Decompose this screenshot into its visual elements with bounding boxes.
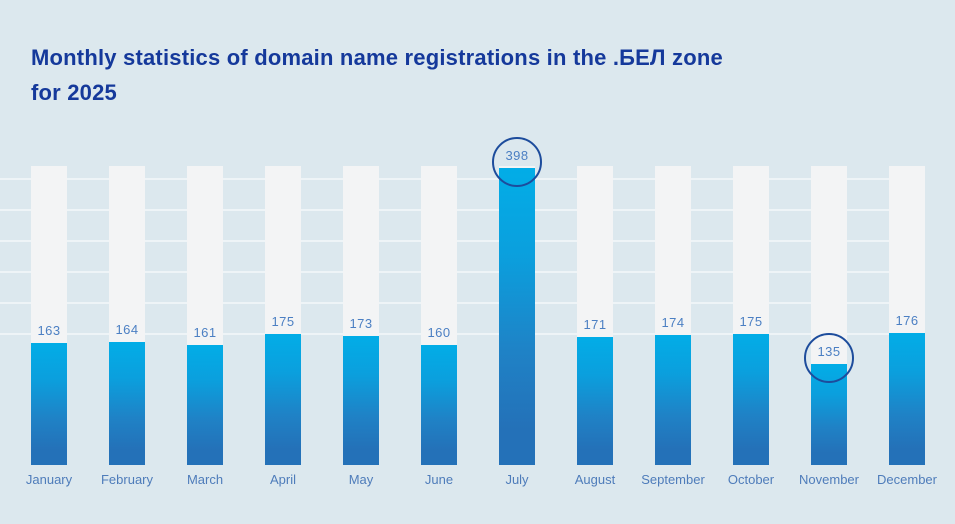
value-label: 164 [115, 322, 139, 338]
bar-track: 176 [889, 166, 925, 465]
bar[interactable] [655, 334, 691, 465]
value-label: 174 [661, 314, 685, 330]
value-label: 175 [739, 314, 763, 330]
bar-track: 135 [804, 166, 854, 465]
bar[interactable] [31, 343, 67, 465]
chart-column: 160 June [421, 166, 457, 487]
bar-track: 173 [343, 166, 379, 465]
bar-track: 163 [31, 166, 67, 465]
chart-column: 174 September [641, 166, 705, 487]
bar-track: 164 [109, 166, 145, 465]
gridline [0, 333, 925, 335]
bar[interactable] [577, 337, 613, 465]
bar[interactable] [499, 167, 535, 465]
month-label: November [799, 472, 859, 487]
bar-track: 175 [733, 166, 769, 465]
bar[interactable] [421, 345, 457, 465]
month-label: December [877, 472, 937, 487]
highlight-circle [804, 333, 854, 384]
page-title: Monthly statistics of domain name regist… [31, 44, 723, 105]
value-label: 175 [271, 314, 295, 330]
month-label: October [727, 472, 775, 487]
month-label: September [641, 472, 705, 487]
gridlines [0, 166, 925, 465]
bar[interactable] [109, 342, 145, 465]
month-label: April [269, 472, 297, 487]
gridline [0, 178, 925, 180]
chart-column: 398 July [492, 136, 542, 487]
chart-column: 175 October [728, 166, 774, 487]
bar-track: 161 [187, 166, 223, 465]
value-label: 171 [583, 317, 607, 333]
gridline [0, 302, 925, 304]
chart-column: 164 February [101, 166, 153, 487]
value-label: 173 [349, 315, 373, 331]
chart-column: 171 August [575, 166, 615, 487]
highlight-circle [492, 136, 542, 187]
month-label: February [100, 472, 154, 487]
value-label: 176 [895, 313, 919, 329]
bar[interactable] [733, 334, 769, 465]
chart-column: 161 March [187, 166, 223, 487]
chart-column: 175 April [265, 166, 301, 487]
chart-column: 173 May [343, 166, 379, 487]
value-label: 161 [193, 324, 217, 340]
bar[interactable] [889, 333, 925, 465]
bar-track: 171 [577, 166, 613, 465]
value-label: 160 [427, 325, 451, 341]
bar[interactable] [187, 344, 223, 465]
bar-track: 175 [265, 166, 301, 465]
chart-columns: 163 January 164 February 161 March 175 April 173… [26, 136, 937, 487]
month-label: January [25, 472, 73, 487]
chart-column: 176 December [877, 166, 937, 487]
bar-track: 160 [421, 166, 457, 465]
chart-column: 135 November [799, 166, 859, 487]
gridline [0, 271, 925, 273]
value-label: 163 [37, 323, 61, 339]
bar-track: 398 [492, 136, 542, 465]
bar-track: 174 [655, 166, 691, 465]
gridline [0, 240, 925, 242]
month-label: July [505, 472, 529, 487]
bar-chart: 163 January 164 February 161 March 175 April 173… [0, 136, 955, 487]
month-label: March [186, 472, 224, 487]
chart-column: 163 January [26, 166, 72, 487]
month-label: May [348, 472, 374, 487]
month-label: June [424, 472, 454, 487]
bar[interactable] [265, 334, 301, 465]
gridline [0, 209, 925, 211]
month-label: August [574, 472, 616, 487]
bar[interactable] [343, 335, 379, 465]
